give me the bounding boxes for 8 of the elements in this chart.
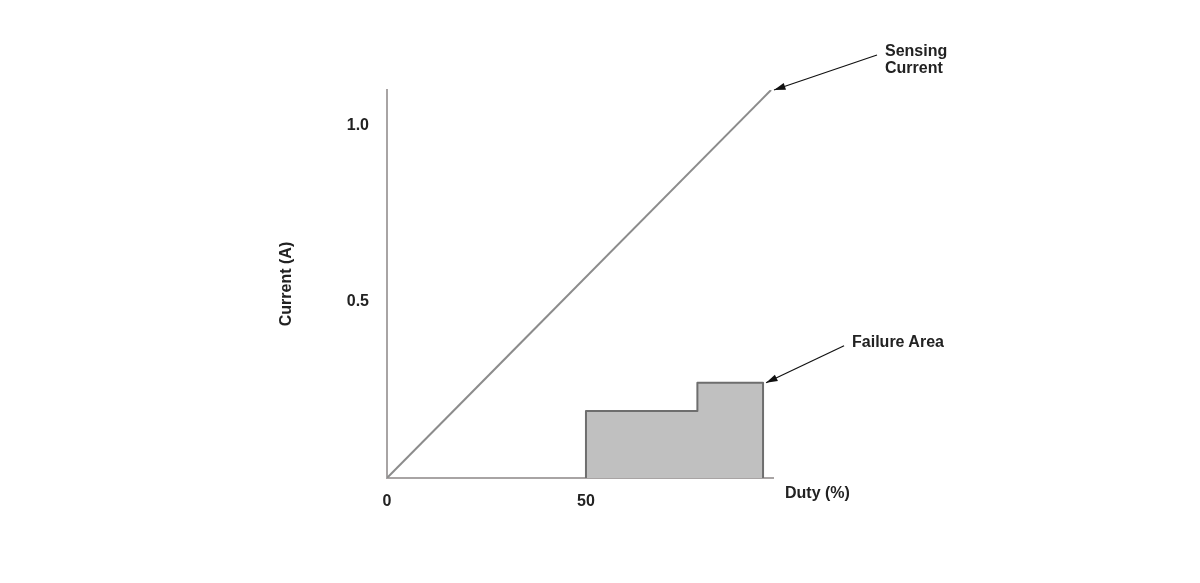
x-axis-title: Duty (%) <box>785 484 850 502</box>
text: Failure Area <box>852 333 945 351</box>
y-axis-title: Current (A) <box>277 241 295 327</box>
x-tick-label: 0 <box>382 492 392 510</box>
y-tick-label: 0.5 <box>346 292 370 310</box>
text: Sensing Current <box>885 42 948 77</box>
x-tick-label: 50 <box>577 492 595 510</box>
y-tick-label: 1.0 <box>346 115 370 133</box>
